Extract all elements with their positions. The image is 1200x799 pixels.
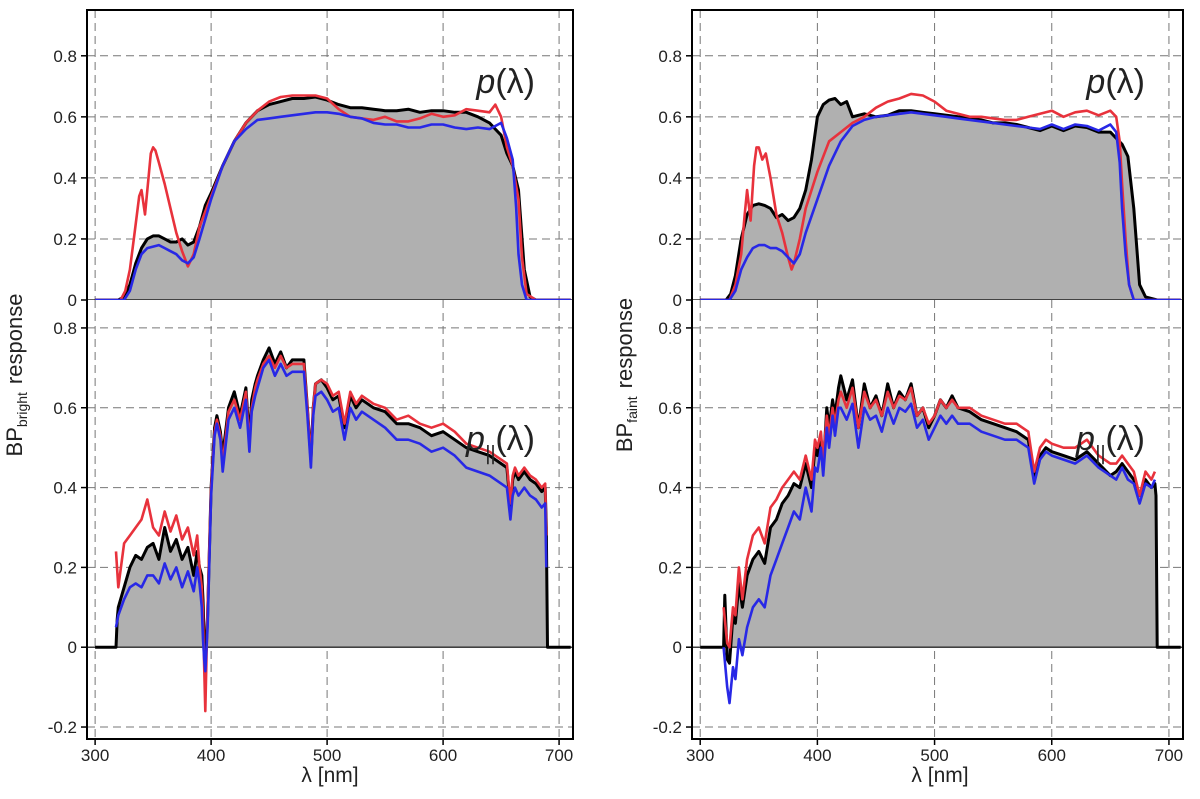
y-tick-label: 0.8 bbox=[53, 319, 77, 338]
y-tick-label: 0.6 bbox=[53, 108, 77, 127]
y-tick-label: 0.4 bbox=[658, 169, 682, 188]
panel-p: 0 0.2 0.4 0.6 0.8 p(λ) bbox=[53, 10, 573, 310]
panel-p-parallel: -0.2 0 0.2 0.4 0.6 0.8 p||(λ) bbox=[653, 300, 1183, 739]
y-tick-label: 0.6 bbox=[658, 399, 682, 418]
y-tick-label: 0.2 bbox=[53, 230, 77, 249]
panel-label: p||(λ) bbox=[465, 420, 535, 465]
x-tick-label: 600 bbox=[429, 746, 457, 765]
panel-label: p(λ) bbox=[475, 63, 535, 101]
area-fill-black bbox=[95, 97, 571, 300]
series-line-blue bbox=[722, 402, 1157, 705]
y-tick-label: -0.2 bbox=[48, 718, 77, 737]
area-fill-black bbox=[700, 98, 1181, 300]
plot-area bbox=[692, 374, 1183, 705]
y-tick-label: 0.4 bbox=[53, 169, 77, 188]
x-tick-label: 400 bbox=[803, 746, 831, 765]
chart-1: 0 0.2 0.4 0.6 0.8 p(λ) -0.2 0 0.2 0.4 0.6 0.8 p||(λ)… bbox=[2, 9, 574, 787]
y-tick-label: 0 bbox=[673, 638, 682, 657]
area-fill-black bbox=[700, 375, 1181, 664]
plot-area bbox=[87, 346, 573, 713]
area-fill-black bbox=[95, 347, 571, 668]
y-tick-label: 0.4 bbox=[658, 479, 682, 498]
chart-2: 0 0.2 0.4 0.6 0.8 p(λ) -0.2 0 0.2 0.4 0.6 0.8 p||(λ)… bbox=[612, 9, 1184, 787]
series-line-red bbox=[722, 386, 1157, 649]
panel-p: 0 0.2 0.4 0.6 0.8 p(λ) bbox=[658, 10, 1183, 310]
x-tick-label: 300 bbox=[686, 746, 714, 765]
series-line-black bbox=[700, 97, 1181, 300]
x-tick-label: 500 bbox=[313, 746, 341, 765]
series-line-red bbox=[95, 94, 571, 300]
series-line-blue bbox=[700, 111, 1181, 300]
y-tick-label: 0.2 bbox=[658, 230, 682, 249]
x-axis-label: λ [nm] bbox=[911, 764, 968, 787]
y-tick-label: 0.4 bbox=[53, 479, 77, 498]
x-tick-label: 300 bbox=[81, 746, 109, 765]
y-axis-label: BPfaintresponse bbox=[612, 298, 640, 452]
y-tick-label: 0.8 bbox=[658, 319, 682, 338]
y-axis-label: BPbrightresponse bbox=[2, 294, 30, 457]
plot-area bbox=[87, 94, 573, 300]
y-tick-label: 0.6 bbox=[658, 108, 682, 127]
x-tick-label: 600 bbox=[1038, 746, 1066, 765]
y-tick-label: 0.2 bbox=[53, 558, 77, 577]
panel-label: p||(λ) bbox=[1075, 420, 1145, 465]
series-line-black bbox=[95, 95, 571, 300]
series-line-black bbox=[700, 374, 1181, 665]
series-line-red bbox=[700, 92, 1181, 300]
y-tick-label: 0.6 bbox=[53, 399, 77, 418]
x-tick-label: 500 bbox=[920, 746, 948, 765]
series-line-blue bbox=[95, 111, 571, 300]
plot-frame bbox=[691, 9, 1184, 740]
y-tick-label: 0.8 bbox=[658, 47, 682, 66]
panel-p-parallel: -0.2 0 0.2 0.4 0.6 0.8 p||(λ) bbox=[48, 300, 573, 739]
panel-label: p(λ) bbox=[1085, 63, 1145, 101]
x-tick-label: 400 bbox=[197, 746, 225, 765]
y-tick-label: 0 bbox=[673, 291, 682, 310]
y-tick-label: 0.2 bbox=[658, 558, 682, 577]
series-line-blue bbox=[114, 358, 548, 673]
x-tick-label: 700 bbox=[1155, 746, 1183, 765]
x-axis-label: λ [nm] bbox=[301, 764, 358, 787]
x-tick-label: 700 bbox=[545, 746, 573, 765]
y-tick-label: 0 bbox=[68, 291, 77, 310]
series-line-red bbox=[114, 354, 548, 713]
y-tick-label: 0.8 bbox=[53, 47, 77, 66]
y-tick-label: 0 bbox=[68, 638, 77, 657]
plot-area bbox=[692, 92, 1183, 300]
y-tick-label: -0.2 bbox=[653, 718, 682, 737]
plot-frame bbox=[86, 9, 574, 740]
